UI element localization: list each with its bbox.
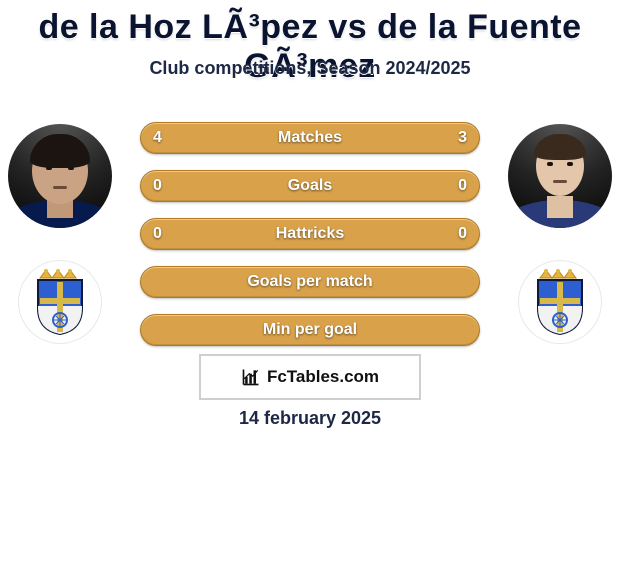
stat-right-value: 0 xyxy=(458,177,467,195)
stat-metric-label: Min per goal xyxy=(141,321,479,339)
stat-metric-label: Matches xyxy=(141,129,479,147)
stat-row-goals-per-match: Goals per match xyxy=(140,266,480,298)
stat-metric-label: Goals per match xyxy=(141,273,479,291)
stat-row-matches: 4 Matches 3 xyxy=(140,122,480,154)
club-crest-right xyxy=(518,260,602,344)
brand-box: FcTables.com xyxy=(199,354,421,400)
stat-metric-label: Hattricks xyxy=(141,225,479,243)
player-right-avatar xyxy=(508,124,612,228)
stat-metric-label: Goals xyxy=(141,177,479,195)
comparison-card: de la Hoz LÃ³pez vs de la Fuente GÃ³mez … xyxy=(0,0,620,580)
stat-left-value: 0 xyxy=(153,225,162,243)
player-left-avatar xyxy=(8,124,112,228)
stat-row-min-per-goal: Min per goal xyxy=(140,314,480,346)
brand-label: FcTables.com xyxy=(267,367,379,387)
date-label: 14 february 2025 xyxy=(0,408,620,429)
stats-list: 4 Matches 3 0 Goals 0 0 Hattricks 0 Goal… xyxy=(140,122,480,362)
stat-left-value: 0 xyxy=(153,177,162,195)
stat-right-value: 3 xyxy=(458,129,467,147)
stat-left-value: 4 xyxy=(153,129,162,147)
page-subtitle: Club competitions, Season 2024/2025 xyxy=(0,58,620,79)
stat-right-value: 0 xyxy=(458,225,467,243)
stat-row-goals: 0 Goals 0 xyxy=(140,170,480,202)
stat-row-hattricks: 0 Hattricks 0 xyxy=(140,218,480,250)
crest-icon xyxy=(532,268,588,336)
bar-chart-icon xyxy=(241,367,261,387)
crest-icon xyxy=(32,268,88,336)
club-crest-left xyxy=(18,260,102,344)
